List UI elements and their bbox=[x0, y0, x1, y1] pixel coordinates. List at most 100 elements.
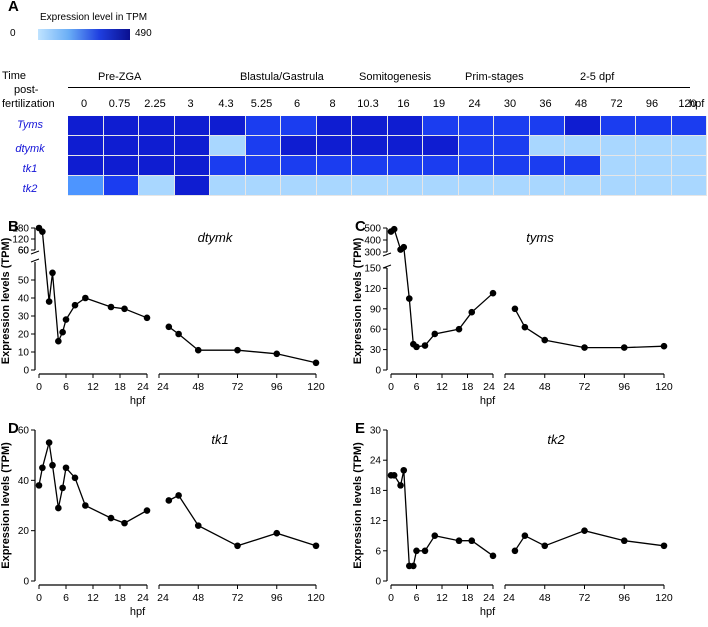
heatmap-cell bbox=[68, 176, 104, 196]
data-point bbox=[413, 547, 420, 555]
heatmap-cell bbox=[494, 116, 530, 136]
stage-divider-line bbox=[68, 87, 690, 88]
data-point bbox=[620, 344, 628, 351]
legend-min: 0 bbox=[10, 28, 16, 39]
timepoint-label: 6 bbox=[293, 98, 301, 110]
heatmap-cell bbox=[103, 176, 139, 196]
heatmap-cell bbox=[210, 136, 246, 156]
y-tick-label: 40 bbox=[18, 476, 30, 487]
data-point bbox=[273, 350, 281, 358]
y-tick-label: 18 bbox=[370, 486, 382, 497]
y-tick-label: 0 bbox=[375, 577, 381, 588]
panel-label-e: E bbox=[355, 420, 366, 437]
heatmap-cell bbox=[671, 156, 707, 176]
x-tick-label: 96 bbox=[271, 381, 283, 393]
time-label-line-2: post- bbox=[14, 84, 39, 96]
heatmap-cell bbox=[423, 176, 459, 196]
data-point bbox=[421, 547, 429, 555]
heatmap-cell bbox=[636, 116, 672, 136]
heatmap-cell bbox=[139, 116, 175, 136]
heatmap-cell bbox=[352, 116, 388, 136]
series-line bbox=[38, 442, 148, 524]
chart-title: dtymk bbox=[198, 230, 234, 245]
heatmap-cell bbox=[494, 136, 530, 156]
data-point bbox=[49, 461, 56, 469]
heatmap-cell bbox=[671, 176, 707, 196]
legend-max: 490 bbox=[135, 28, 152, 39]
heatmap-cell bbox=[529, 136, 565, 156]
timepoint-label: 10.3 bbox=[357, 98, 379, 110]
x-tick-label: 72 bbox=[579, 381, 591, 393]
x-tick-label: 24 bbox=[503, 381, 515, 393]
axis-break-mark bbox=[30, 250, 40, 255]
timepoint-label: 5.25 bbox=[250, 98, 273, 110]
heatmap-cell bbox=[281, 116, 317, 136]
panel-label-b: B bbox=[8, 218, 19, 235]
data-point bbox=[82, 502, 89, 509]
x-tick-label: 6 bbox=[414, 381, 420, 393]
x-tick-label: 72 bbox=[232, 592, 244, 604]
color-scale-bar bbox=[38, 29, 130, 40]
y-tick-label: 120 bbox=[12, 235, 29, 246]
heatmap-cell bbox=[210, 156, 246, 176]
data-point bbox=[71, 301, 79, 309]
heatmap-cell bbox=[139, 156, 175, 176]
series-line bbox=[514, 530, 665, 552]
heatmap-cell bbox=[103, 116, 139, 136]
x-tick-label: 48 bbox=[192, 381, 204, 393]
x-tick-label: 120 bbox=[655, 381, 673, 393]
data-point bbox=[234, 346, 241, 354]
data-point bbox=[410, 562, 417, 570]
data-point bbox=[660, 342, 668, 350]
timepoint-label: 36 bbox=[539, 98, 552, 110]
data-point bbox=[405, 295, 413, 302]
data-point bbox=[59, 328, 66, 336]
data-point bbox=[39, 228, 46, 235]
data-point bbox=[521, 323, 529, 331]
y-axis-label: Expression levels (TPM) bbox=[0, 442, 12, 569]
panel-label-d: D bbox=[8, 420, 19, 437]
data-point bbox=[35, 482, 43, 489]
y-tick-label: 30 bbox=[18, 312, 30, 323]
stage-label: Blastula/Gastrula bbox=[240, 71, 324, 83]
data-point bbox=[312, 542, 320, 550]
heatmap-cell bbox=[316, 116, 352, 136]
data-point bbox=[55, 504, 62, 512]
timepoint-label: 8 bbox=[329, 98, 336, 110]
x-tick-label: 96 bbox=[618, 381, 630, 393]
x-tick-label: 120 bbox=[655, 592, 673, 604]
y-tick-label: 0 bbox=[23, 366, 29, 377]
heatmap-cell bbox=[387, 116, 423, 136]
heatmap-cell bbox=[316, 176, 352, 196]
data-point bbox=[194, 346, 202, 354]
stage-label: Pre-ZGA bbox=[98, 71, 142, 83]
y-axis-label: Expression levels (TPM) bbox=[0, 237, 12, 364]
data-point bbox=[165, 323, 173, 331]
gene-label-tk1: tk1 bbox=[22, 163, 38, 175]
y-tick-label: 60 bbox=[370, 325, 382, 336]
gene-label-tyms: Tyms bbox=[16, 119, 44, 131]
y-tick-label: 180 bbox=[12, 224, 29, 235]
x-tick-label: 6 bbox=[63, 381, 69, 393]
heatmap-cell bbox=[494, 156, 530, 176]
panel-label-c: C bbox=[355, 218, 366, 235]
series-line bbox=[168, 494, 317, 547]
timepoint-label: 19 bbox=[432, 98, 446, 110]
y-tick-label: 0 bbox=[375, 366, 381, 377]
heatmap-cell bbox=[281, 156, 317, 176]
data-point bbox=[234, 542, 241, 550]
y-tick-label: 20 bbox=[18, 330, 30, 341]
heatmap-cell bbox=[139, 176, 175, 196]
hpf-unit-label: hpf bbox=[689, 98, 705, 110]
timepoint-label: 24 bbox=[468, 98, 481, 110]
heatmap-cell bbox=[174, 156, 210, 176]
x-tick-label: 24 bbox=[483, 592, 495, 604]
time-label-line-3: fertilization bbox=[2, 98, 55, 110]
x-tick-label: 24 bbox=[503, 592, 515, 604]
x-tick-label: 48 bbox=[539, 592, 551, 604]
timepoint-label: 48 bbox=[574, 98, 588, 110]
heatmap-cell bbox=[387, 156, 423, 176]
heatmap-cell bbox=[139, 136, 175, 156]
heatmap-cell bbox=[565, 176, 601, 196]
heatmap-cell bbox=[529, 176, 565, 196]
